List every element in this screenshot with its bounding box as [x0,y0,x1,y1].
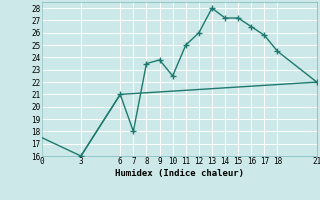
X-axis label: Humidex (Indice chaleur): Humidex (Indice chaleur) [115,169,244,178]
